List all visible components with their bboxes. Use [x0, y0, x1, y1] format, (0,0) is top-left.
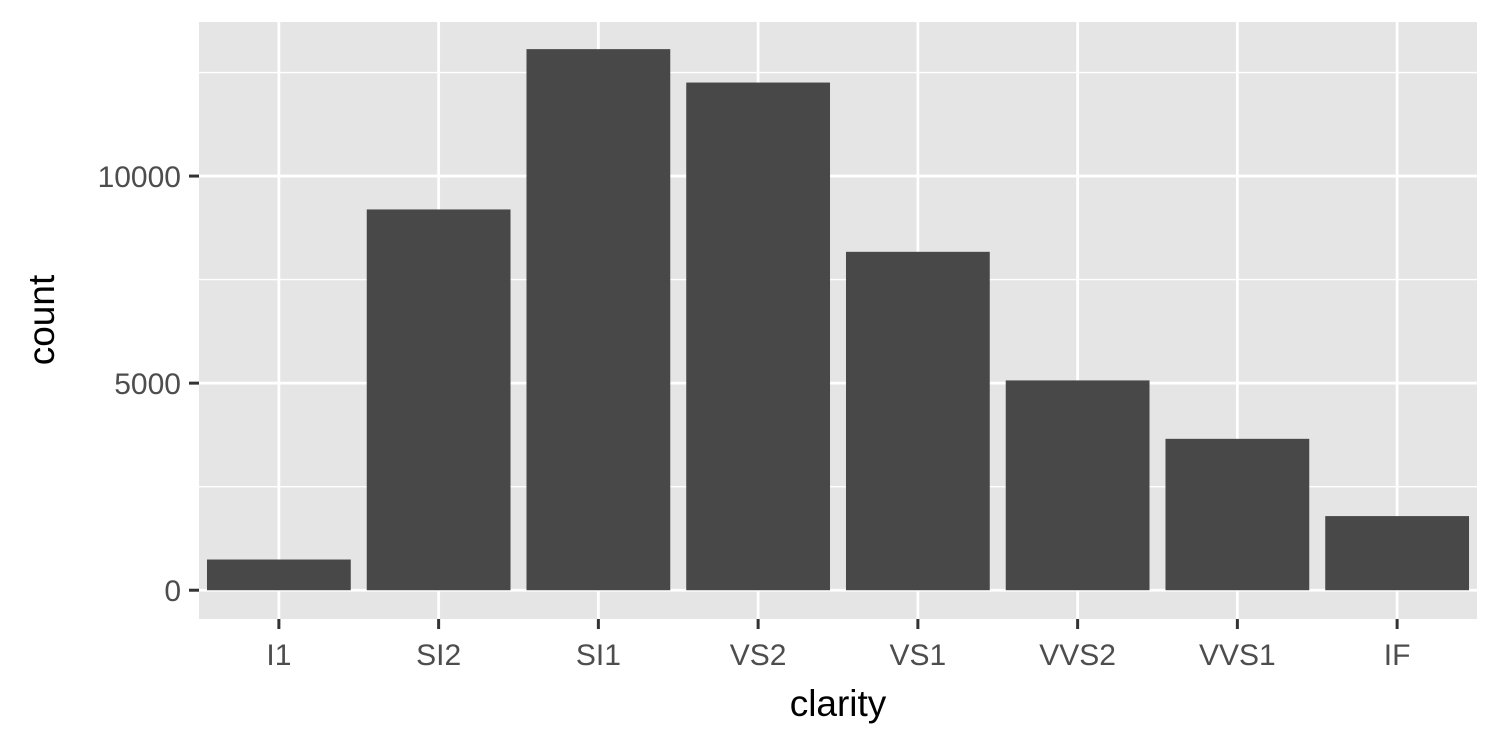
y-axis: 0 5000 10000	[98, 161, 199, 608]
x-tick-label: I1	[266, 639, 291, 672]
bar-i1	[206, 559, 351, 591]
bars	[206, 49, 1470, 591]
x-tick-label: IF	[1384, 639, 1411, 672]
x-tick-label: VVS2	[1039, 639, 1116, 672]
bar-si2	[366, 209, 511, 591]
y-tick-label: 0	[164, 575, 181, 608]
bar-si1	[526, 49, 671, 591]
x-tick-label: VVS1	[1199, 639, 1276, 672]
x-tick-label: VS1	[890, 639, 947, 672]
x-axis: I1 SI2 SI1 VS2 VS1 VVS2 VVS1 IF	[266, 619, 1410, 672]
x-tick-label: SI1	[576, 639, 621, 672]
x-tick-label: VS2	[730, 639, 787, 672]
bar-if	[1325, 516, 1470, 591]
bar-vs1	[845, 251, 990, 591]
x-axis-title: clarity	[790, 683, 887, 724]
y-tick-label: 10000	[98, 161, 181, 194]
x-tick-label: SI2	[416, 639, 461, 672]
y-tick-label: 5000	[114, 368, 181, 401]
bar-vvs1	[1165, 438, 1310, 591]
y-axis-title: count	[21, 274, 62, 365]
bar-vs2	[686, 82, 831, 591]
bar-vvs2	[1005, 380, 1150, 591]
